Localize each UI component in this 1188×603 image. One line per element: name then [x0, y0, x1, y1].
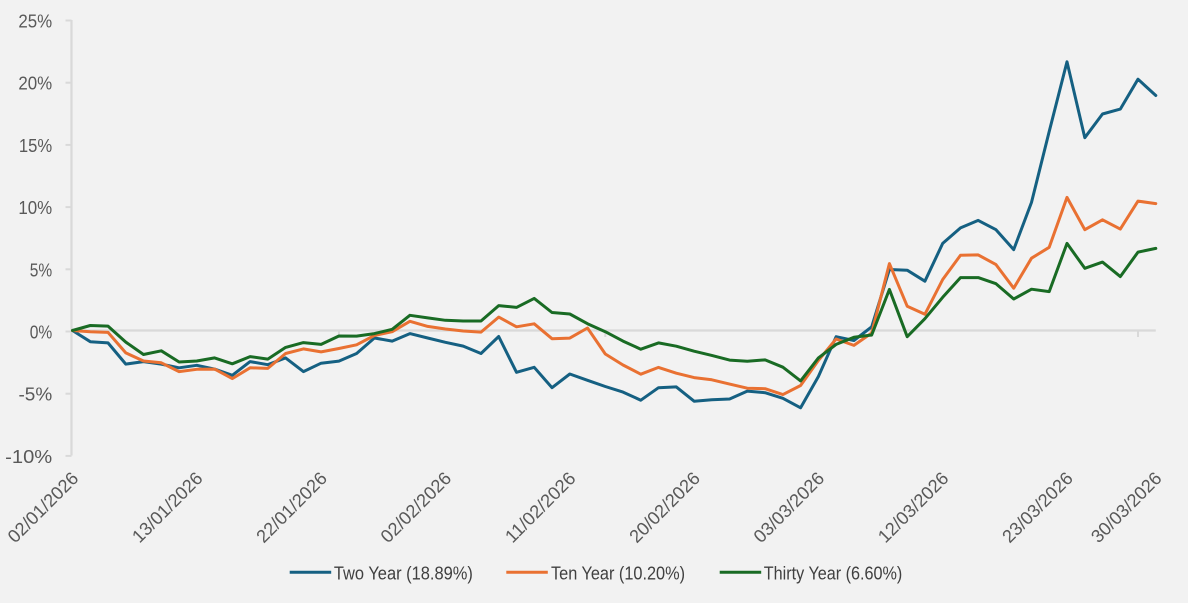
svg-text:Two Year (18.89%): Two Year (18.89%): [334, 563, 473, 583]
svg-text:10%: 10%: [18, 198, 52, 218]
svg-text:-10%: -10%: [5, 447, 52, 467]
svg-text:-5%: -5%: [19, 385, 53, 405]
svg-text:5%: 5%: [30, 260, 52, 280]
svg-text:25%: 25%: [18, 12, 52, 32]
svg-text:Ten Year (10.20%): Ten Year (10.20%): [551, 563, 685, 583]
svg-text:15%: 15%: [19, 136, 52, 156]
svg-text:Thirty Year (6.60%): Thirty Year (6.60%): [764, 563, 903, 583]
svg-text:0%: 0%: [30, 323, 53, 343]
svg-text:20%: 20%: [18, 74, 52, 94]
